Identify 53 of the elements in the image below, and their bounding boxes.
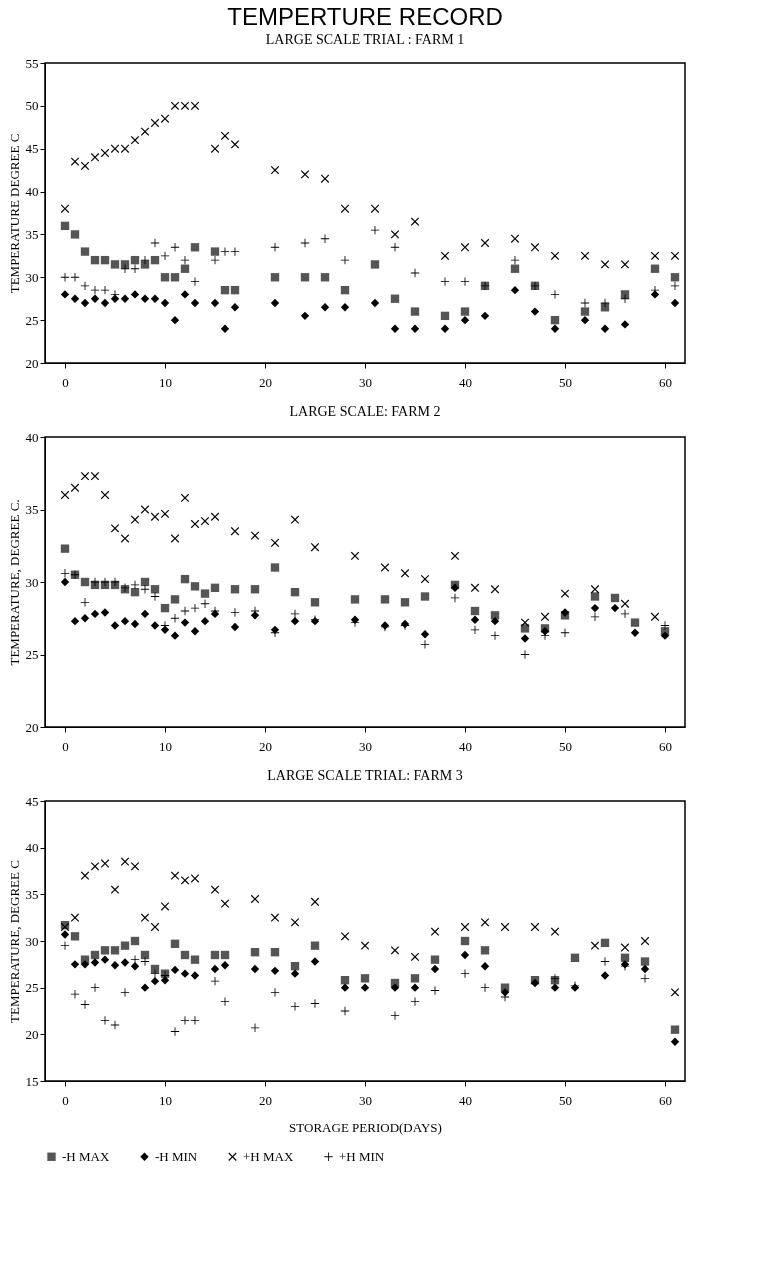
y-tick-label: 35	[25, 502, 39, 517]
x-tick-label: 10	[159, 738, 172, 754]
x-tick-label: 50	[559, 738, 572, 754]
x-tick-label: 10	[159, 1092, 172, 1108]
legend-label: +H MIN	[339, 1148, 385, 1164]
chart-title: LARGE SCALE TRIAL: FARM 3	[267, 768, 463, 783]
y-tick-label: 40	[25, 840, 39, 856]
y-tick-label: 30	[25, 574, 39, 590]
x-tick-label: 20	[259, 374, 272, 390]
y-tick-label: 55	[25, 55, 39, 71]
x-tick-label: 20	[259, 1092, 272, 1108]
x-tick-label: 0	[62, 1092, 69, 1108]
y-tick-label: 45	[25, 141, 39, 157]
x-tick-label: 10	[159, 374, 172, 390]
y-tick-label: 40	[25, 429, 39, 445]
x-tick-label: 40	[459, 738, 472, 754]
x-tick-label: 0	[62, 374, 69, 390]
y-axis-title: TEMPERATURE DEGREE C	[6, 133, 22, 294]
x-tick-label: 20	[259, 738, 272, 754]
y-tick-label: 35	[25, 226, 39, 242]
x-tick-label: 50	[559, 374, 572, 390]
x-tick-label: 60	[659, 738, 672, 754]
y-tick-label: 45	[25, 793, 39, 809]
legend-label: +H MAX	[243, 1148, 294, 1164]
y-tick-label: 30	[25, 269, 39, 285]
chart-subtitle: LARGE SCALE TRIAL : FARM 1	[265, 32, 465, 47]
x-tick-label: 30	[359, 738, 372, 754]
chart-title: TEMPERTURE RECORD	[227, 3, 503, 30]
x-tick-label: 40	[459, 374, 472, 390]
y-tick-label: 35	[25, 886, 39, 902]
y-tick-label: 25	[25, 647, 39, 662]
chart-title: LARGE SCALE: FARM 2	[289, 404, 441, 419]
y-axis-title: TEMPERATURE, DEGREE C.	[6, 499, 22, 666]
x-axis-title: STORAGE PERIOD(DAYS)	[289, 1119, 442, 1135]
y-tick-label: 25	[25, 980, 39, 996]
x-tick-label: 40	[459, 1092, 472, 1108]
x-tick-label: 60	[659, 1092, 672, 1108]
y-tick-label: 15	[25, 1073, 39, 1089]
x-tick-label: 30	[359, 374, 372, 390]
y-tick-label: 50	[25, 98, 39, 114]
y-tick-label: 40	[25, 184, 39, 200]
y-tick-label: 30	[25, 933, 39, 949]
x-tick-label: 30	[359, 1092, 372, 1108]
y-tick-label: 20	[25, 719, 39, 735]
legend-label: -H MIN	[155, 1148, 198, 1164]
y-tick-label: 20	[25, 1026, 39, 1042]
y-axis-title: TEMPERATURE, DEGREE C	[6, 860, 22, 1023]
x-tick-label: 0	[62, 738, 69, 754]
legend-label: -H MAX	[62, 1148, 110, 1164]
y-tick-label: 25	[25, 312, 39, 328]
x-tick-label: 50	[559, 1092, 572, 1108]
x-tick-label: 60	[659, 374, 672, 390]
y-tick-label: 20	[25, 355, 39, 371]
